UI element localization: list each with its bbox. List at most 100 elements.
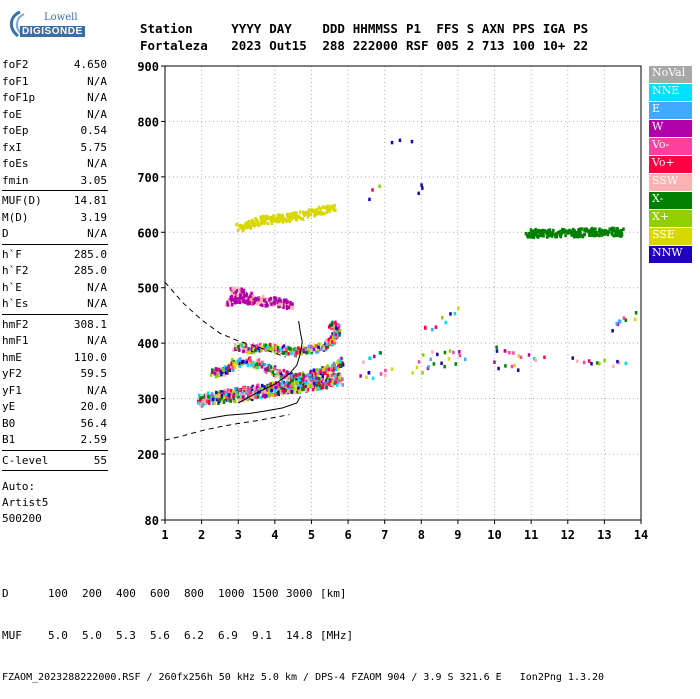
muf-row: MUF 5.0 5.0 5.3 5.6 6.2 6.9 9.1 14.8 [MHz] <box>2 629 604 643</box>
echo-mark <box>317 205 321 210</box>
echo-mark <box>263 217 267 222</box>
echo-mark <box>327 382 331 386</box>
footer-cell: 9.1 <box>252 629 272 642</box>
echo-mark <box>310 209 314 214</box>
echo-trace <box>493 360 520 372</box>
echo-mark <box>295 213 298 217</box>
echo-mark <box>231 366 234 370</box>
echo-mark <box>593 233 596 238</box>
echo-mark <box>447 357 451 361</box>
echo-mark <box>233 399 237 404</box>
echo-mark <box>304 212 307 217</box>
echo-mark <box>266 345 269 350</box>
param-value: N/A <box>87 297 107 310</box>
echo-mark <box>230 362 233 366</box>
echo-mark <box>258 362 261 366</box>
echo-mark <box>239 357 242 361</box>
param-name: h`Es <box>2 297 29 310</box>
echo-mark <box>255 389 259 393</box>
echo-mark <box>243 389 246 394</box>
echo-mark <box>289 384 293 388</box>
echo-mark <box>230 295 234 299</box>
footer: D 100 200 400 600 800 1000 1500 3000 [km] MUF 5.0 5… <box>2 559 604 699</box>
echo-mark <box>279 299 282 303</box>
echo-mark <box>249 301 252 305</box>
legend-item: SSW <box>649 174 692 191</box>
echo-mark <box>290 390 294 394</box>
echo-mark <box>239 293 243 298</box>
x-tick-label: 1 <box>161 528 168 542</box>
param-value: 110.0 <box>73 350 107 364</box>
separator <box>2 470 108 471</box>
echo-mark <box>607 230 611 234</box>
echo-mark <box>278 302 281 306</box>
echo-mark <box>212 401 215 406</box>
echo-mark <box>302 348 305 352</box>
echo-mark <box>312 347 316 352</box>
echo-mark <box>503 349 507 353</box>
echo-trace <box>368 184 381 202</box>
echo-mark <box>269 386 273 391</box>
echo-mark <box>571 227 575 232</box>
echo-trace <box>524 226 625 240</box>
echo-mark <box>312 209 315 213</box>
echo-mark <box>457 306 460 311</box>
echo-mark <box>440 315 444 320</box>
ionogram-plot: 1 2 3 4 5 6 7 8 9 10 11 12 13 14802003004005006007008… <box>137 60 648 542</box>
echo-mark <box>564 233 567 238</box>
param-name: MUF(D) <box>2 194 42 207</box>
echo-mark <box>582 360 586 365</box>
echo-mark <box>575 231 579 236</box>
echo-mark <box>526 234 530 239</box>
echo-mark <box>598 361 601 366</box>
header-field: PS <box>573 21 589 36</box>
echo-mark <box>232 368 235 372</box>
echo-mark <box>248 219 251 224</box>
echo-mark <box>359 374 362 378</box>
param-value: 4.650 <box>73 58 107 71</box>
echo-trace <box>423 306 460 332</box>
echo-mark <box>274 346 278 351</box>
echo-mark <box>238 361 242 365</box>
echo-trace <box>611 311 638 333</box>
echo-mark <box>301 387 304 391</box>
echo-mark <box>236 293 239 298</box>
param-name: h`E <box>2 280 22 294</box>
echo-mark <box>264 348 268 353</box>
echo-mark <box>327 379 330 384</box>
echo-mark <box>314 372 317 376</box>
echo-mark <box>252 386 256 390</box>
echo-mark <box>276 373 279 377</box>
echo-mark <box>313 384 317 389</box>
echo-mark <box>234 386 237 391</box>
echo-mark <box>613 226 616 231</box>
echo-mark <box>290 374 293 378</box>
echo-mark <box>220 390 224 394</box>
param-value: 3.05 <box>80 173 108 187</box>
echo-mark <box>282 368 286 373</box>
echo-mark <box>202 402 205 407</box>
echo-mark <box>269 218 273 222</box>
echo-mark <box>588 233 591 237</box>
echo-mark <box>247 347 250 351</box>
echo-mark <box>224 369 227 373</box>
y-tick-label: 400 <box>137 337 159 351</box>
y-tick-label: 700 <box>137 171 159 185</box>
echo-mark <box>321 367 325 372</box>
echo-mark <box>337 364 340 369</box>
echo-mark <box>612 364 615 369</box>
echo-mark <box>276 346 280 350</box>
echo-mark <box>432 362 436 366</box>
echo-mark <box>285 219 288 223</box>
x-tick-label: 8 <box>418 528 425 542</box>
echo-mark <box>265 394 268 398</box>
echo-mark <box>250 363 254 367</box>
echo-mark <box>314 376 317 381</box>
echo-mark <box>201 396 204 400</box>
param-row: yF1 N/A <box>2 383 108 400</box>
echo-mark <box>221 400 225 404</box>
echo-mark <box>287 303 290 307</box>
echo-mark <box>299 381 302 385</box>
echo-mark <box>309 213 313 217</box>
echo-mark <box>542 229 546 233</box>
